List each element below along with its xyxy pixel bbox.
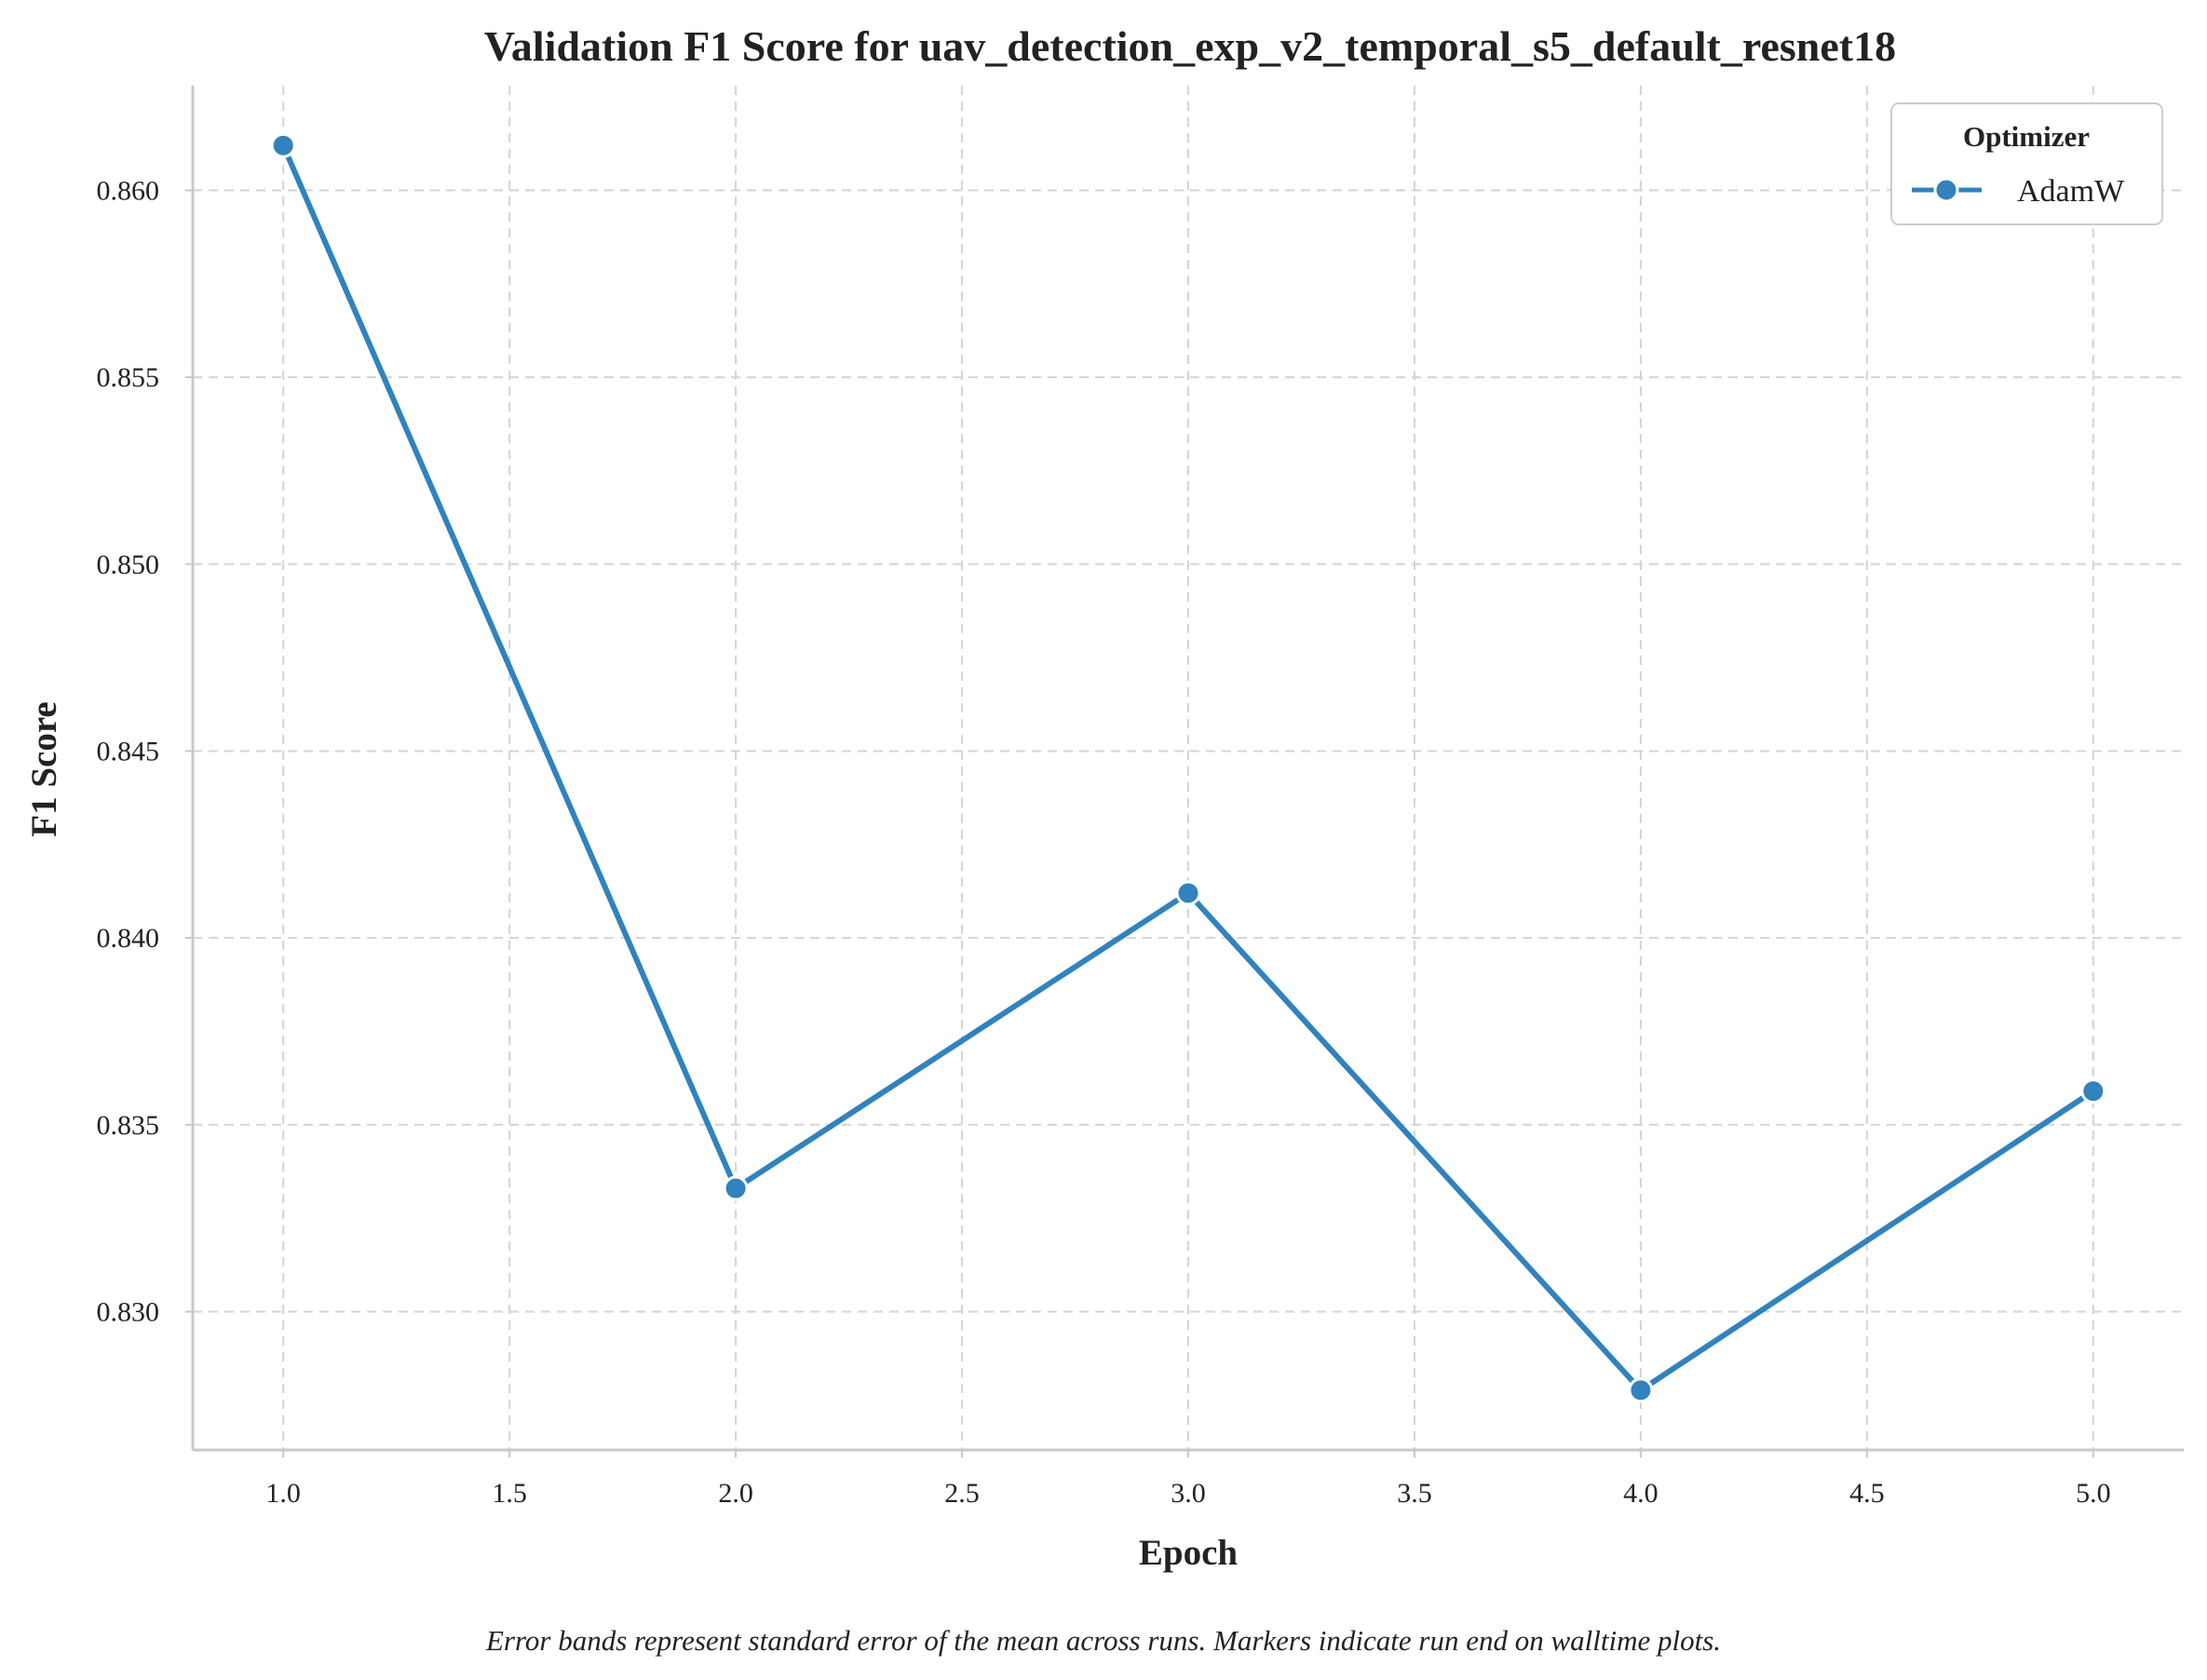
data-point (270, 132, 296, 158)
x-tick-label: 1.5 (492, 1478, 527, 1509)
legend-box (1890, 102, 2163, 225)
data-point (2080, 1078, 2106, 1104)
legend-marker-swatch (1933, 177, 1959, 203)
x-tick-label: 4.5 (1849, 1478, 1885, 1509)
grid (193, 86, 2184, 1450)
x-tick-label: 5.0 (2076, 1478, 2111, 1509)
y-tick-label: 0.845 (97, 736, 160, 766)
x-tick-label: 3.5 (1397, 1478, 1432, 1509)
x-tick-label: 1.0 (265, 1478, 301, 1509)
y-tick-label: 0.830 (97, 1296, 160, 1327)
data-point (1175, 880, 1201, 906)
y-tick-label: 0.850 (97, 549, 160, 580)
x-axis-label: Epoch (1139, 1533, 1239, 1573)
legend: Optimizer AdamW (1890, 102, 2163, 225)
x-tick-label: 2.0 (718, 1478, 753, 1509)
y-ticks: 0.830 0.835 0.840 0.845 0.850 0.855 0.860 (97, 175, 193, 1327)
y-tick-label: 0.855 (97, 362, 160, 393)
x-tick-label: 3.0 (1171, 1478, 1206, 1509)
data-point (723, 1175, 749, 1201)
chart-title: Validation F1 Score for uav_detection_ex… (484, 22, 1896, 70)
data-point (1628, 1377, 1654, 1403)
series-layer (270, 132, 2106, 1403)
y-tick-label: 0.860 (97, 175, 160, 206)
y-tick-label: 0.835 (97, 1110, 160, 1141)
y-tick-label: 0.840 (97, 923, 160, 954)
x-ticks: 1.0 1.5 2.0 2.5 3.0 3.5 4.0 4.5 5.0 (265, 1450, 2111, 1509)
x-tick-label: 4.0 (1623, 1478, 1659, 1509)
chart-caption: Error bands represent standard error of … (485, 1624, 1721, 1657)
y-axis-label: F1 Score (24, 701, 64, 837)
legend-label-adamw: AdamW (2017, 174, 2125, 209)
x-tick-label: 2.5 (944, 1478, 980, 1509)
legend-title: Optimizer (1963, 120, 2090, 153)
